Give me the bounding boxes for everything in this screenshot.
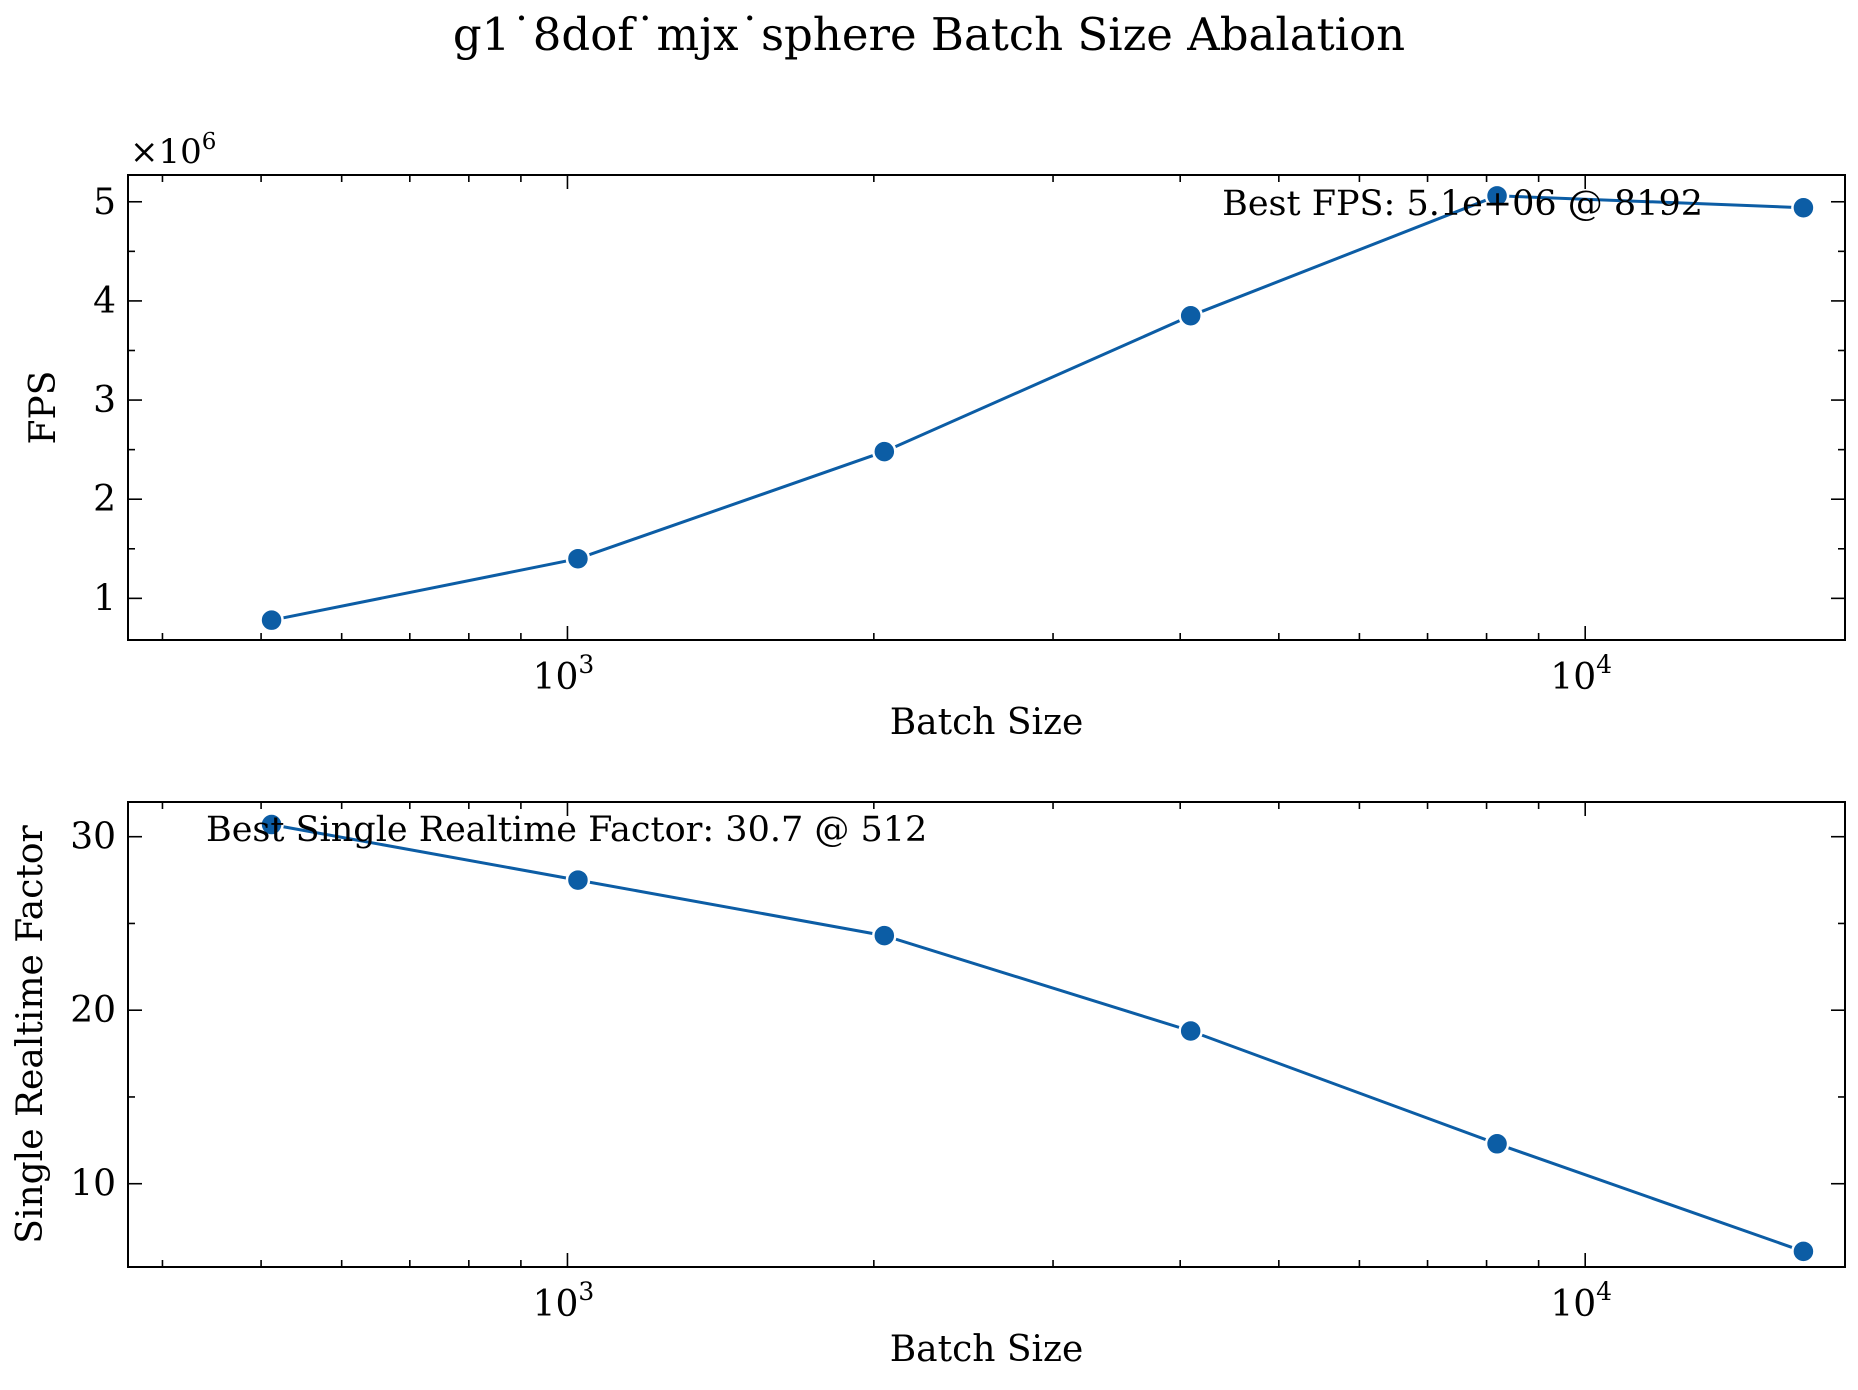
- realtime-factor-data-point: [1178, 1018, 1203, 1044]
- realtime-factor-best-annotation: Best Single Realtime Factor: 30.7 @ 512: [206, 810, 927, 850]
- fps-data-point: [565, 546, 591, 571]
- realtime-factor-y-tick-label: 30: [70, 817, 116, 858]
- realtime-factor-data-point: [872, 923, 897, 948]
- fps-x-tick-label: 104: [1550, 650, 1612, 698]
- fps-data-point: [259, 607, 284, 633]
- realtime-factor-x-tick-label: 104: [1550, 1277, 1612, 1325]
- realtime-factor-panel: 103 104 10 20 30 Batch Size Single Realtime Fa…: [10, 801, 1846, 1370]
- fps-data-point: [872, 439, 897, 464]
- fps-x-tick-label: 103: [533, 650, 595, 698]
- fps-panel: 103 104 1 2 3 4 5 Batch Size FPS ×106 Best FPS: 5.…: [23, 129, 1846, 743]
- realtime-factor-y-axis-label: Single Realtime Factor: [10, 824, 51, 1243]
- realtime-factor-series-line: [271, 823, 1804, 1253]
- figure-title: g1˙8dof˙mjx˙sphere Batch Size Abalation: [453, 8, 1405, 61]
- fps-y-tick-label: 1: [93, 578, 116, 619]
- fps-x-axis-label: Batch Size: [890, 702, 1084, 743]
- realtime-factor-axes-frame: [127, 801, 1846, 1268]
- fps-y-offset-label: ×106: [130, 129, 216, 172]
- fps-data-point: [1178, 303, 1203, 329]
- fps-best-annotation: Best FPS: 5.1e+06 @ 8192: [1222, 184, 1703, 224]
- realtime-factor-x-axis-label: Batch Size: [890, 1329, 1084, 1370]
- fps-y-tick-label: 5: [93, 182, 116, 223]
- realtime-factor-y-tick-label: 10: [70, 1164, 116, 1205]
- fps-series-line: [271, 194, 1804, 622]
- fps-data-point: [1484, 183, 1510, 209]
- realtime-factor-x-tick-label: 103: [533, 1277, 595, 1325]
- realtime-factor-y-tick-label: 20: [70, 990, 116, 1031]
- realtime-factor-data-point: [259, 812, 284, 837]
- fps-axes-frame: [127, 174, 1846, 641]
- fps-y-axis-label: FPS: [23, 371, 64, 445]
- fps-y-tick-label: 3: [93, 380, 116, 421]
- fps-data-point: [1791, 195, 1816, 220]
- realtime-factor-data-point: [565, 867, 591, 893]
- fps-y-tick-label: 2: [93, 479, 116, 520]
- realtime-factor-data-point: [1484, 1131, 1510, 1157]
- fps-y-tick-label: 4: [93, 281, 116, 322]
- realtime-factor-data-point: [1791, 1239, 1816, 1264]
